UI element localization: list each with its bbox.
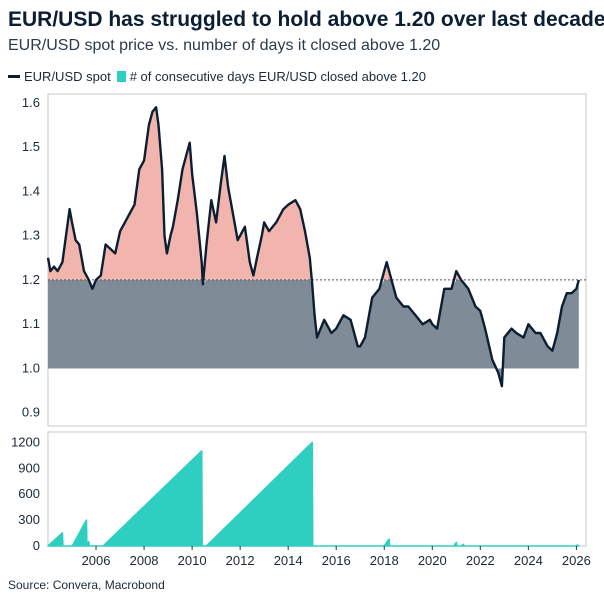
- y-tick-label-days: 1200: [11, 434, 40, 449]
- y-tick-label-days: 600: [18, 486, 40, 501]
- x-tick-label: 2018: [370, 553, 399, 568]
- x-tick-label: 2020: [418, 553, 447, 568]
- legend-line-swatch: [8, 75, 20, 78]
- legend-label-spot: EUR/USD spot: [24, 69, 111, 84]
- x-tick-label: 2016: [322, 553, 351, 568]
- above-threshold-area: [48, 107, 579, 280]
- y-tick-label: 1.6: [22, 95, 40, 110]
- series-area-consecutive-days: [47, 441, 580, 547]
- x-tick-label: 2012: [226, 553, 255, 568]
- x-tick-label: 2022: [466, 553, 495, 568]
- y-tick-label: 1.0: [22, 360, 40, 375]
- legend-item-days: # of consecutive days EUR/USD closed abo…: [116, 69, 426, 84]
- y-tick-label-days: 900: [18, 460, 40, 475]
- legend-item-spot: EUR/USD spot: [8, 69, 111, 84]
- y-tick-label: 0.9: [22, 405, 40, 420]
- x-tick-label: 2014: [274, 553, 303, 568]
- y-tick-label: 1.3: [22, 228, 40, 243]
- y-tick-label: 1.1: [22, 316, 40, 331]
- legend-area-swatch: [116, 71, 126, 82]
- y-tick-label: 1.4: [22, 183, 40, 198]
- series-line-eurusd-spot: [46, 106, 580, 388]
- legend-label-days: # of consecutive days EUR/USD closed abo…: [129, 69, 426, 84]
- y-tick-label: 1.5: [22, 139, 40, 154]
- x-tick-label: 2024: [514, 553, 543, 568]
- legend: EUR/USD spot # of consecutive days EUR/U…: [8, 69, 432, 84]
- x-tick-label: 2006: [82, 553, 111, 568]
- x-tick-label: 2010: [178, 553, 207, 568]
- y-tick-label: 1.2: [22, 272, 40, 287]
- y-tick-label-days: 300: [18, 512, 40, 527]
- chart-title: EUR/USD has struggled to hold above 1.20…: [8, 8, 604, 31]
- chart-subtitle: EUR/USD spot price vs. number of days it…: [8, 37, 441, 54]
- x-tick-label: 2026: [562, 553, 591, 568]
- below-threshold-area: [48, 279, 579, 387]
- source-note: Source: Convera, Macrobond: [8, 578, 165, 592]
- y-tick-label-days: 0: [33, 538, 40, 553]
- x-tick-label: 2008: [130, 553, 159, 568]
